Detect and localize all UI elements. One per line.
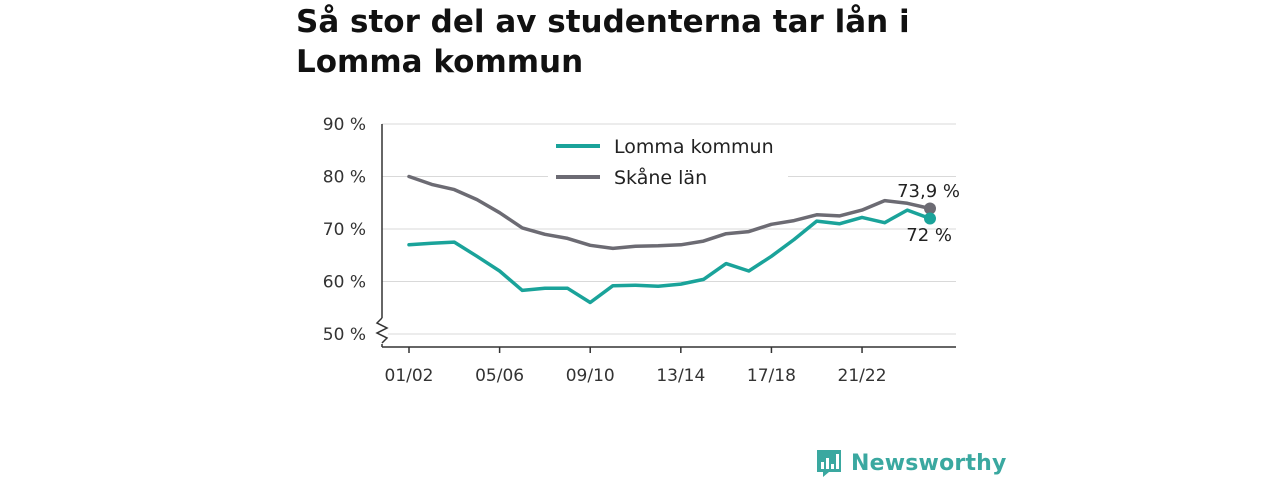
x-axis-ticks: 01/02 05/06 09/10 13/14 17/18 21/22: [385, 347, 887, 386]
end-label-skane: 73,9 %: [897, 181, 960, 202]
axes: [375, 124, 956, 348]
x-tick-label: 17/18: [747, 366, 796, 386]
series-line-lomma: [407, 208, 932, 305]
y-tick-label: 60 %: [323, 273, 366, 293]
brand-name: Newsworthy: [851, 450, 1007, 476]
line-chart: 50 % 60 % 70 % 80 % 90 % 01/02 05/06 09/10 13/1…: [323, 115, 960, 386]
chart-title: Så stor del av studenterna tar lån i Lom…: [296, 4, 910, 80]
series-end-points: [924, 202, 936, 225]
y-tick-label: 70 %: [323, 220, 366, 240]
y-tick-label: 80 %: [323, 168, 366, 188]
end-label-lomma: 72 %: [906, 225, 952, 246]
grid-lines: [382, 123, 956, 335]
series-line-skane: [407, 174, 932, 251]
end-point-lomma: [924, 212, 936, 225]
newsworthy-logo: Newsworthy: [815, 446, 1007, 480]
x-tick-label: 05/06: [475, 366, 524, 386]
legend: Lomma kommun Skåne län: [548, 133, 788, 189]
axis-break-icon: [375, 317, 389, 344]
x-tick-label: 09/10: [566, 366, 615, 386]
x-tick-label: 13/14: [656, 366, 705, 386]
series-lines: [407, 174, 932, 305]
legend-background: [548, 133, 788, 189]
y-tick-label: 90 %: [323, 115, 366, 135]
bar-chart-icon: [817, 450, 841, 477]
x-tick-label: 21/22: [838, 366, 887, 386]
x-tick-label: 01/02: [385, 366, 434, 386]
end-point-skane: [924, 202, 936, 215]
legend-label-skane: Skåne län: [614, 166, 707, 189]
y-tick-label: 50 %: [323, 325, 366, 345]
y-axis-ticks: 50 % 60 % 70 % 80 % 90 %: [323, 115, 366, 345]
legend-label-lomma: Lomma kommun: [614, 136, 774, 158]
